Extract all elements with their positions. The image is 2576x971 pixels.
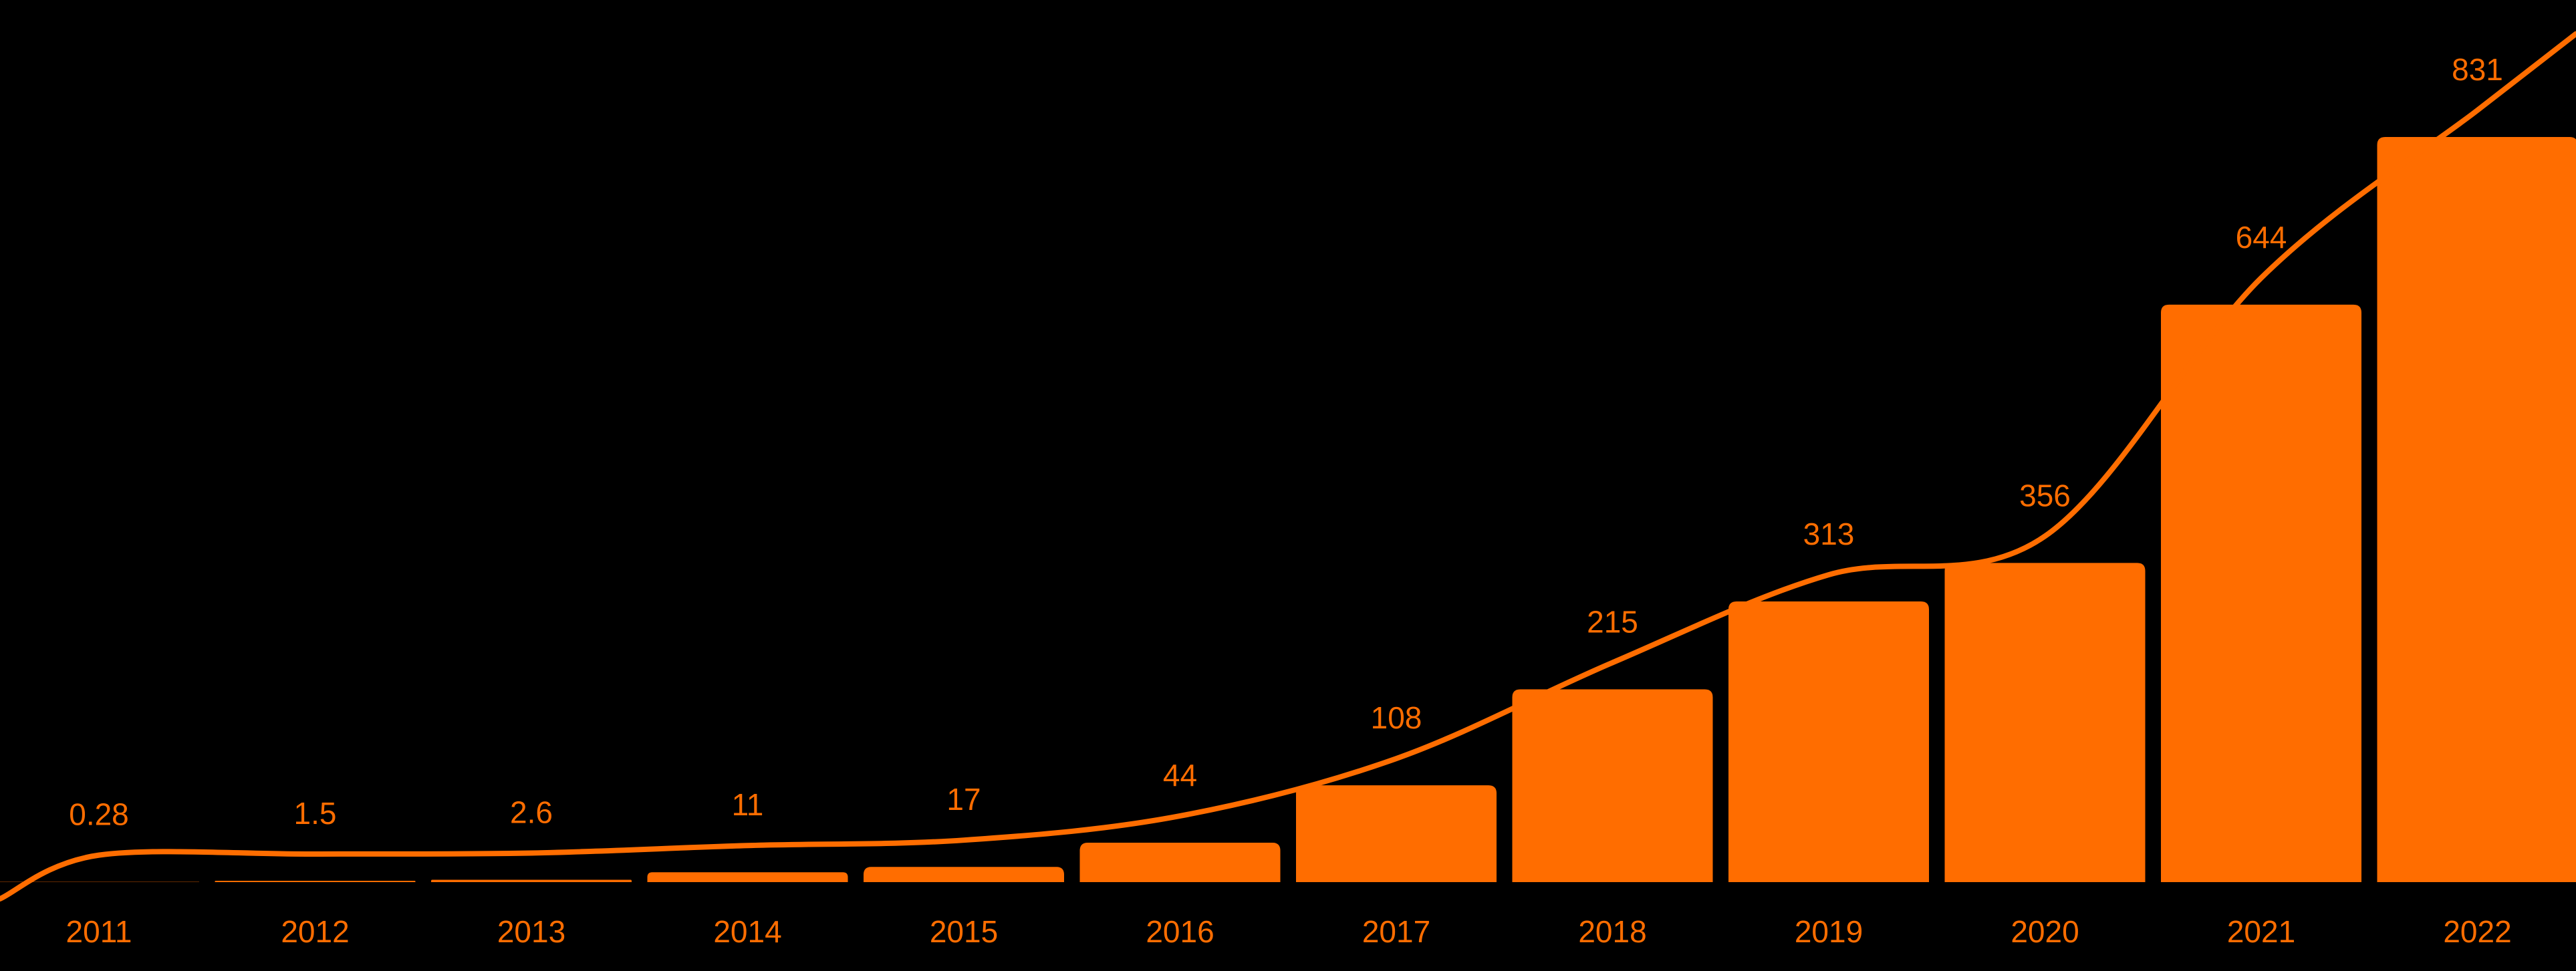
value-label-2017: 108	[1371, 700, 1422, 735]
trend-line	[0, 31, 2576, 901]
bar-2012	[215, 880, 416, 882]
value-label-2015: 17	[946, 782, 981, 817]
bar-2021	[2161, 304, 2361, 882]
value-label-2011: 0.28	[69, 797, 129, 832]
value-label-2021: 644	[2236, 220, 2287, 255]
year-label-2013: 2013	[497, 914, 565, 949]
bar-2019	[1728, 601, 1929, 882]
value-label-2014: 11	[732, 787, 764, 822]
bar-2013	[431, 879, 632, 882]
bar-2015	[864, 867, 1064, 882]
bar-2020	[1944, 563, 2146, 882]
bar-group	[0, 137, 2576, 882]
value-label-2016: 44	[1163, 758, 1197, 793]
value-label-2019: 313	[1803, 517, 1855, 551]
year-label-group: 2011 2012 2013 2014 2015 2016 2017 2018 2019 2020…	[66, 914, 2512, 949]
bar-2017	[1296, 785, 1497, 882]
value-label-2012: 1.5	[294, 796, 337, 831]
bar-2022	[2377, 137, 2576, 882]
year-label-2011: 2011	[66, 914, 132, 949]
bar-2014	[647, 872, 848, 882]
value-label-2013: 2.6	[510, 795, 553, 830]
value-label-group: 0.28 1.5 2.6 11 17 44 108 215 313 356 644 831	[69, 52, 2503, 832]
year-label-2018: 2018	[1578, 914, 1646, 949]
year-label-2020: 2020	[2011, 914, 2079, 949]
year-label-2019: 2019	[1795, 914, 1863, 949]
year-label-2012: 2012	[281, 914, 349, 949]
year-label-2022: 2022	[2443, 914, 2511, 949]
year-label-2017: 2017	[1362, 914, 1430, 949]
year-label-2014: 2014	[713, 914, 781, 949]
bar-2018	[1512, 689, 1713, 882]
year-label-2016: 2016	[1146, 914, 1214, 949]
year-label-2021: 2021	[2227, 914, 2295, 949]
value-label-2022: 831	[2452, 52, 2503, 87]
year-label-2015: 2015	[930, 914, 998, 949]
value-label-2020: 356	[2019, 478, 2071, 513]
value-label-2018: 215	[1587, 605, 1638, 640]
bar-2016	[1079, 842, 1281, 882]
